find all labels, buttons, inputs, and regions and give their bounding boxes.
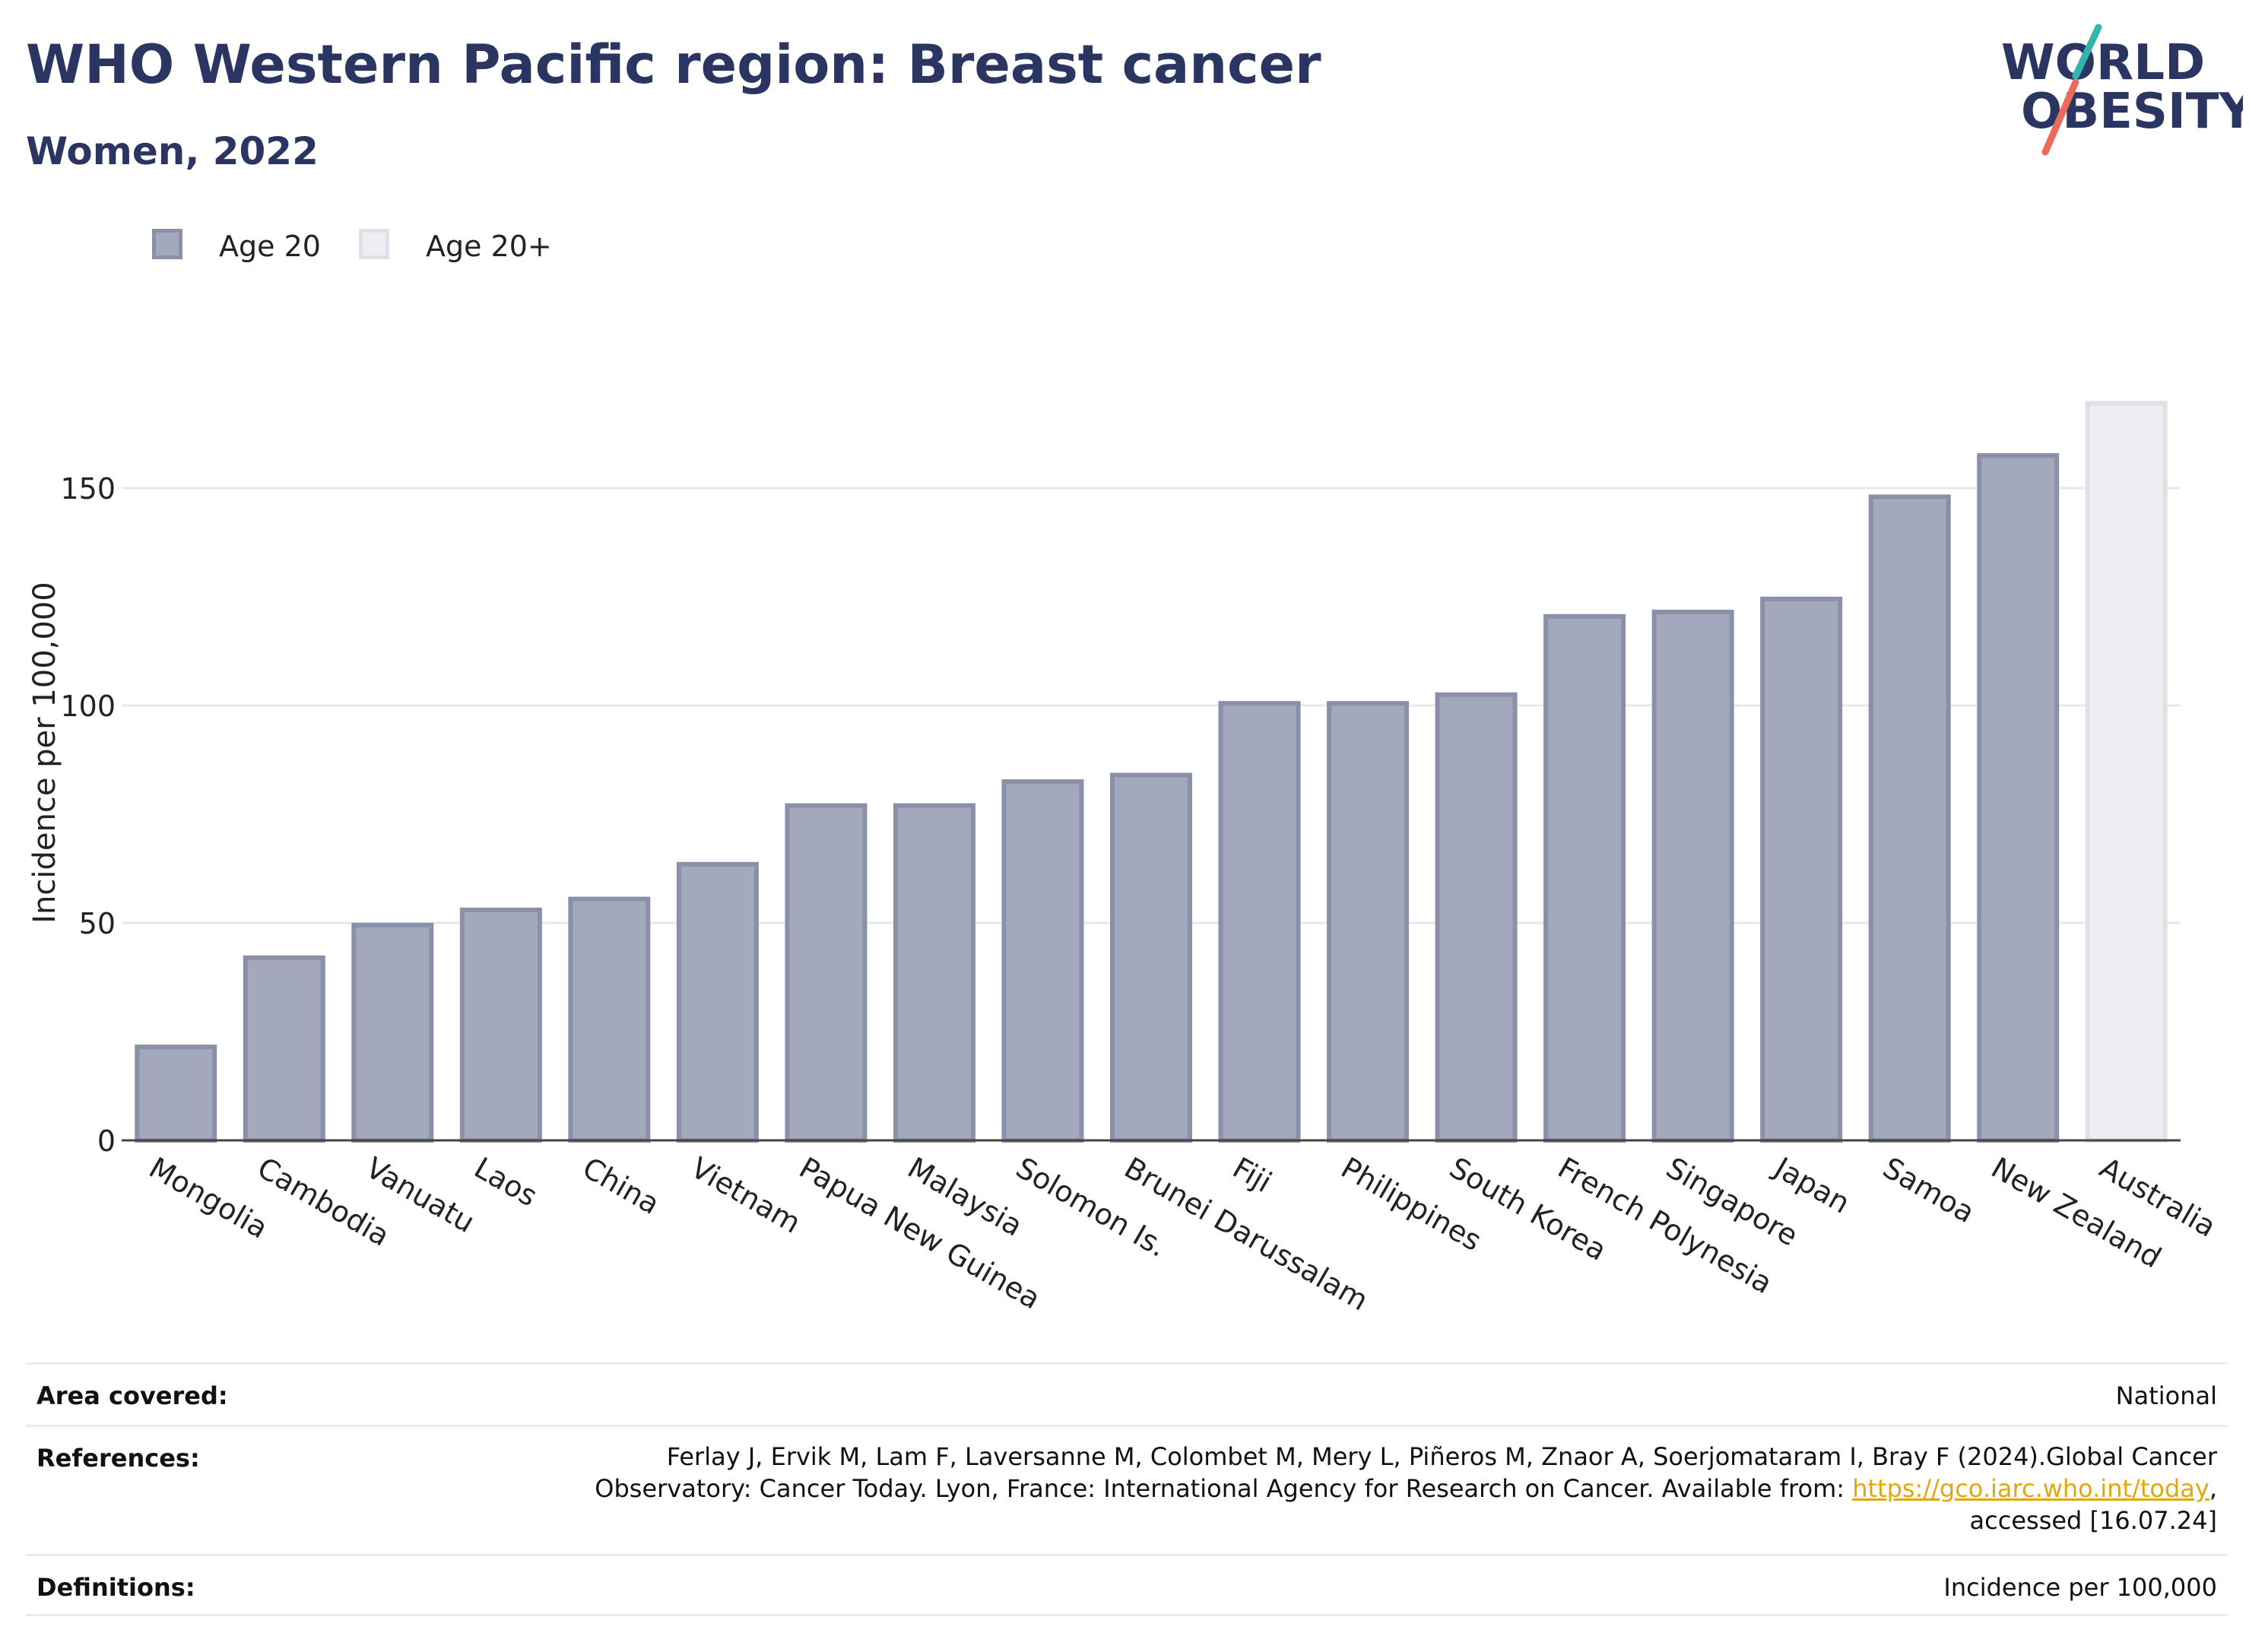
y-tick-label: 0	[97, 1124, 116, 1158]
bar-vietnam[interactable]	[676, 861, 759, 1143]
reference-line-2: Observatory: Cancer Today. Lyon, France:…	[595, 1473, 2217, 1505]
reference-line-3: accessed [16.07.24]	[1969, 1506, 2217, 1535]
info-table: Area covered: National References: Ferla…	[26, 1362, 2228, 1616]
x-tick-label: China	[577, 1151, 665, 1221]
logo-word-world: WORLD	[2001, 35, 2205, 91]
info-row-references: References: Ferlay J, Ervik M, Lam F, La…	[26, 1425, 2228, 1554]
bar-cambodia[interactable]	[243, 955, 325, 1143]
y-tick-labels: 0 50 100 150	[60, 472, 116, 1158]
bar-south-korea[interactable]	[1435, 692, 1518, 1143]
logo-slash-teal	[2072, 24, 2102, 80]
info-row-definitions: Definitions: Incidence per 100,000	[26, 1554, 2228, 1616]
area-covered-value: National	[2115, 1381, 2217, 1410]
references-label: References:	[36, 1444, 200, 1473]
bar-china[interactable]	[568, 896, 651, 1143]
bar-australia[interactable]	[2085, 401, 2168, 1143]
bar-singapore[interactable]	[1651, 610, 1734, 1143]
definitions-label: Definitions:	[36, 1573, 195, 1602]
legend-swatch-age-20	[152, 229, 182, 259]
bar-japan[interactable]	[1760, 596, 1843, 1143]
y-tick-label: 150	[60, 472, 116, 506]
definitions-value: Incidence per 100,000	[1943, 1573, 2217, 1602]
bar-french-polynesia[interactable]	[1543, 614, 1626, 1143]
bars	[135, 401, 2168, 1143]
bar-laos[interactable]	[459, 907, 542, 1143]
x-tick-label: Mongolia	[144, 1151, 274, 1245]
x-tick-label: Laos	[468, 1151, 543, 1213]
y-axis-label: Incidence per 100,000	[27, 582, 62, 924]
reference-line-2-text: Observatory: Cancer Today. Lyon, France:…	[595, 1474, 1853, 1503]
y-tick-label: 100	[60, 690, 116, 723]
bar-philippines[interactable]	[1327, 701, 1410, 1143]
info-row-area: Area covered: National	[26, 1362, 2228, 1425]
x-tick-label: Vietnam	[685, 1151, 806, 1240]
legend-label-age-20-plus: Age 20+	[426, 230, 552, 263]
y-tick-label: 50	[79, 907, 116, 940]
x-tick-label: Japan	[1768, 1150, 1856, 1220]
chart-subtitle: Women, 2022	[26, 129, 319, 173]
bar-malaysia[interactable]	[893, 803, 975, 1143]
area-covered-label: Area covered:	[36, 1381, 228, 1410]
bar-new-zealand[interactable]	[1977, 453, 2060, 1143]
references-value: Ferlay J, Ervik M, Lam F, Laversanne M, …	[595, 1441, 2217, 1536]
bar-solomon-is[interactable]	[1001, 779, 1084, 1143]
reference-line-2-comma: ,	[2209, 1474, 2217, 1503]
bar-mongolia[interactable]	[135, 1045, 217, 1143]
bar-samoa[interactable]	[1868, 494, 1951, 1143]
x-tick-label: Fiji	[1227, 1151, 1277, 1199]
chart-title: WHO Western Pacific region: Breast cance…	[26, 33, 1321, 96]
reference-link[interactable]: https://gco.iarc.who.int/today	[1852, 1474, 2209, 1503]
legend-swatch-age-20-plus	[359, 229, 389, 259]
legend-label-age-20: Age 20	[219, 230, 321, 263]
bar-fiji[interactable]	[1218, 701, 1301, 1143]
x-tick-label: Samoa	[1877, 1151, 1980, 1230]
bar-brunei-darussalam[interactable]	[1110, 772, 1192, 1143]
bar-vanuatu[interactable]	[351, 922, 434, 1143]
bar-papua-new-guinea[interactable]	[785, 803, 868, 1143]
logo-slash-coral	[2041, 78, 2079, 156]
world-obesity-logo: WORLD OBESITY	[2001, 24, 2243, 156]
reference-line-1: Ferlay J, Ervik M, Lam F, Laversanne M, …	[666, 1442, 2217, 1471]
